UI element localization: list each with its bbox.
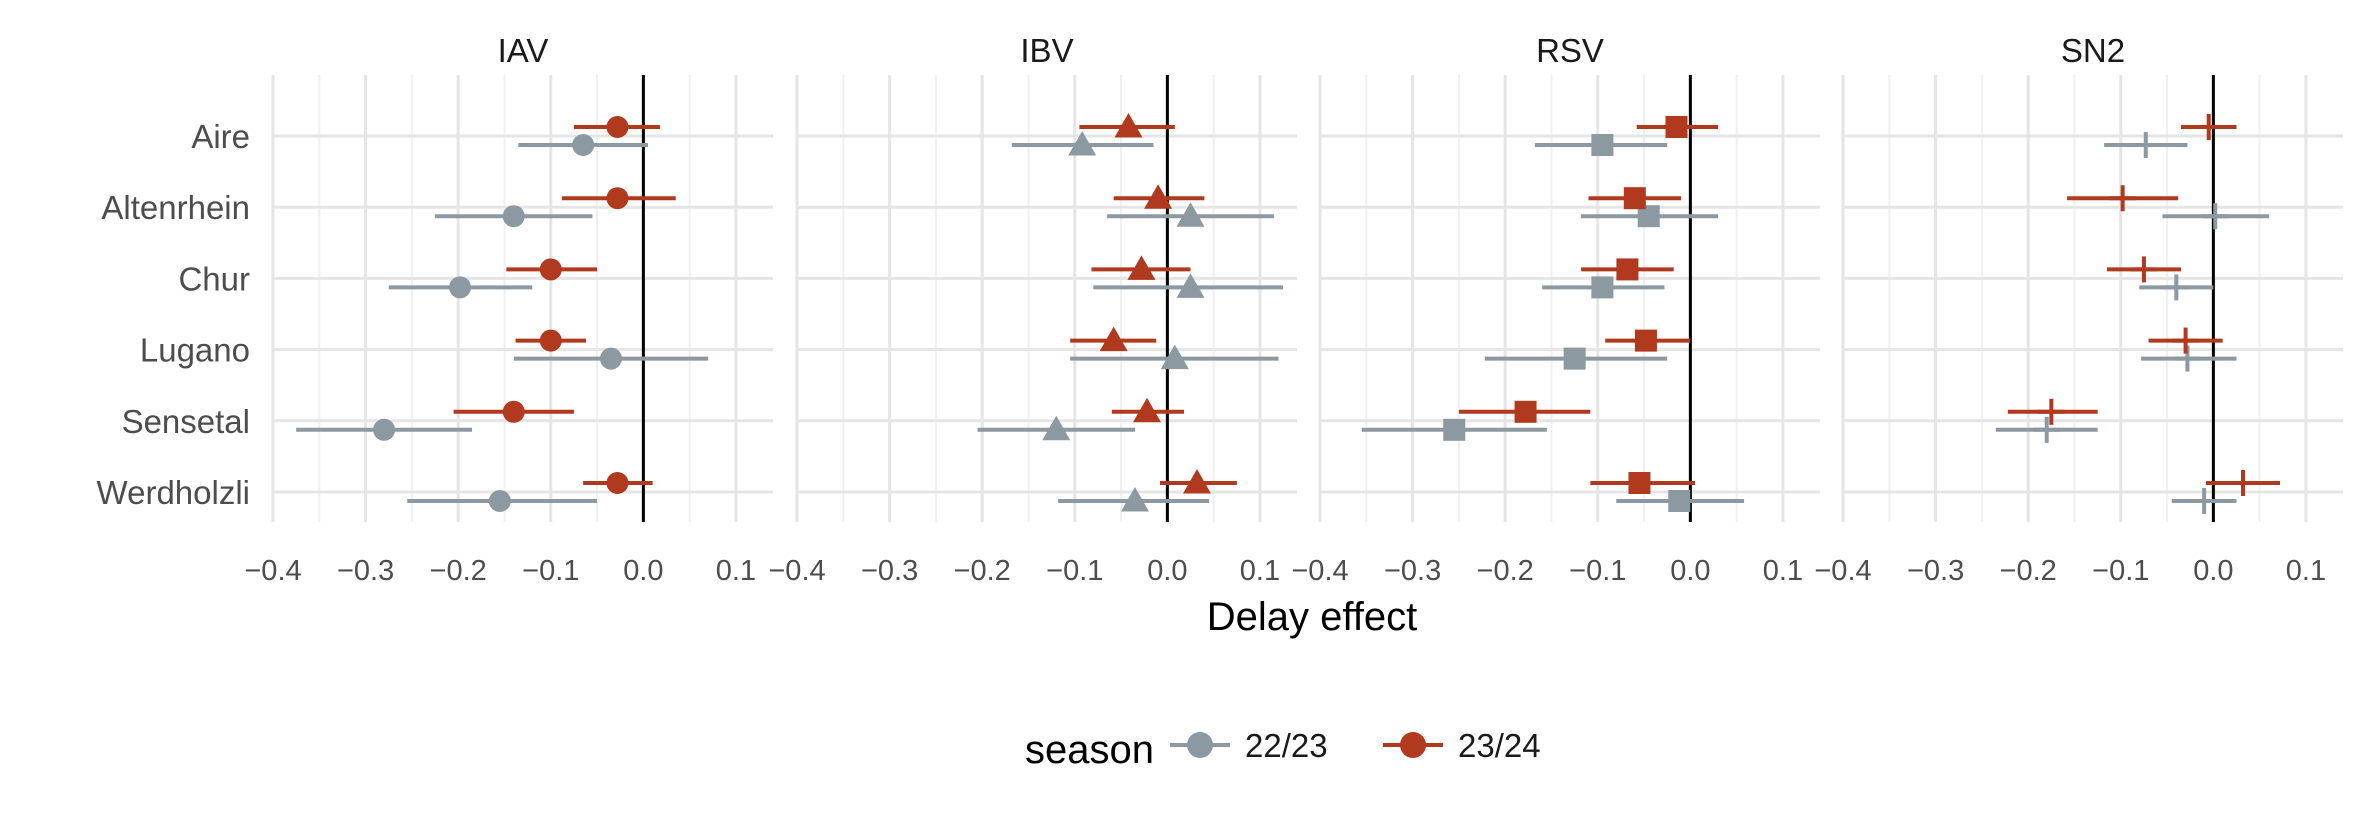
point-ibv-sensetal-22-23 xyxy=(1042,415,1071,441)
point-iav-altenrhein-23-24 xyxy=(606,187,629,210)
point-sn2-aire-23-24 xyxy=(2195,114,2222,140)
point-rsv-lugano-22-23 xyxy=(1563,347,1586,370)
facet-panel-sn2: SN2 −0.4 −0.3 −0.2 −0.1 0.0 0.1 xyxy=(1814,32,2343,587)
x-tick-label: 0.0 xyxy=(1670,555,1710,587)
point-sn2-altenrhein-23-24 xyxy=(2109,185,2136,212)
point-ibv-werdholzli-23-24 xyxy=(1183,469,1211,494)
point-iav-werdholzli-23-24 xyxy=(606,472,629,494)
x-tick-label: −0.1 xyxy=(522,555,579,587)
point-rsv-aire-22-23 xyxy=(1591,134,1614,156)
x-tick-label: −0.3 xyxy=(861,555,918,587)
point-rsv-werdholzli-23-24 xyxy=(1628,472,1651,494)
x-tick-label: 0.0 xyxy=(1147,555,1187,587)
facet-title-iav: IAV xyxy=(498,32,549,69)
facet-panels: IAV −0.4 −0.3 −0.2 −0.1 0.0 0.1 IBV −0.4 −0.3 −0.2… xyxy=(244,32,2343,587)
x-tick-label: 0.0 xyxy=(2193,555,2233,587)
legend-key-point xyxy=(1400,732,1426,758)
point-iav-werdholzli-22-23 xyxy=(488,490,511,512)
row-label-aire: Aire xyxy=(191,118,250,155)
point-rsv-altenrhein-22-23 xyxy=(1637,205,1660,228)
legend-entries: 22/23 23/24 xyxy=(1170,727,1541,764)
point-sn2-lugano-23-24 xyxy=(2172,327,2199,354)
point-rsv-chur-23-24 xyxy=(1616,258,1639,281)
point-sn2-werdholzli-23-24 xyxy=(2230,470,2256,496)
point-ibv-werdholzli-22-23 xyxy=(1120,487,1149,512)
row-label-sensetal: Sensetal xyxy=(122,403,250,440)
x-tick-label: −0.2 xyxy=(430,555,487,587)
x-tick-label: 0.0 xyxy=(623,555,663,587)
row-label-werdholzli: Werdholzli xyxy=(97,474,250,511)
point-sn2-chur-22-23 xyxy=(2163,274,2190,301)
facet-panel-iav: IAV −0.4 −0.3 −0.2 −0.1 0.0 0.1 xyxy=(244,32,773,587)
point-rsv-sensetal-22-23 xyxy=(1443,418,1466,441)
x-tick-label: 0.1 xyxy=(2286,555,2326,587)
point-ibv-lugano-23-24 xyxy=(1099,326,1128,352)
point-rsv-lugano-23-24 xyxy=(1634,329,1657,352)
point-iav-aire-22-23 xyxy=(572,134,595,156)
legend-label: 22/23 xyxy=(1245,727,1328,764)
legend-label: 23/24 xyxy=(1458,727,1541,764)
point-iav-chur-23-24 xyxy=(539,258,562,281)
x-tick-label: −0.4 xyxy=(1814,555,1871,587)
point-iav-aire-23-24 xyxy=(606,116,629,138)
point-ibv-aire-23-24 xyxy=(1114,113,1143,138)
x-tick-label: −0.4 xyxy=(244,555,301,587)
row-labels: Aire Altenrhein Chur Lugano Sensetal Werdholz… xyxy=(97,118,250,511)
point-sn2-werdholzli-22-23 xyxy=(2191,488,2218,514)
point-ibv-altenrhein-23-24 xyxy=(1144,184,1173,209)
point-ibv-chur-23-24 xyxy=(1127,255,1156,280)
row-label-lugano: Lugano xyxy=(140,332,250,369)
x-tick-label: −0.2 xyxy=(954,555,1011,587)
facet-title-rsv: RSV xyxy=(1536,32,1604,69)
x-tick-label: −0.2 xyxy=(2000,555,2057,587)
point-iav-sensetal-23-24 xyxy=(502,400,525,423)
point-iav-lugano-23-24 xyxy=(539,329,562,352)
point-sn2-aire-22-23 xyxy=(2132,132,2159,158)
point-iav-altenrhein-22-23 xyxy=(502,205,525,228)
point-iav-chur-22-23 xyxy=(449,276,472,299)
x-tick-label: −0.3 xyxy=(1907,555,1964,587)
x-tick-label: −0.3 xyxy=(1384,555,1441,587)
point-sn2-altenrhein-22-23 xyxy=(2202,203,2229,230)
legend-title: season xyxy=(1025,728,1154,772)
point-sn2-sensetal-23-24 xyxy=(2038,398,2065,425)
facet-panel-rsv: RSV −0.4 −0.3 −0.2 −0.1 0.0 0.1 xyxy=(1291,32,1820,587)
x-tick-label: −0.3 xyxy=(337,555,394,587)
point-ibv-aire-22-23 xyxy=(1068,131,1097,156)
point-rsv-werdholzli-22-23 xyxy=(1668,490,1691,512)
x-tick-label: −0.4 xyxy=(1291,555,1348,587)
point-rsv-aire-23-24 xyxy=(1665,116,1688,138)
point-iav-sensetal-22-23 xyxy=(373,418,396,441)
x-tick-label: 0.1 xyxy=(716,555,756,587)
x-tick-label: 0.1 xyxy=(1240,555,1280,587)
point-rsv-sensetal-23-24 xyxy=(1514,400,1537,423)
point-ibv-altenrhein-22-23 xyxy=(1176,202,1205,227)
legend: season 22/23 23/24 xyxy=(1025,727,1541,772)
point-iav-lugano-22-23 xyxy=(599,347,622,370)
point-ibv-lugano-22-23 xyxy=(1160,344,1189,370)
x-tick-label: −0.4 xyxy=(768,555,825,587)
point-rsv-chur-22-23 xyxy=(1591,276,1614,299)
row-label-chur: Chur xyxy=(178,260,250,297)
point-ibv-sensetal-23-24 xyxy=(1133,397,1161,423)
facet-title-sn2: SN2 xyxy=(2061,32,2125,69)
point-ibv-chur-22-23 xyxy=(1176,273,1205,298)
row-label-altenrhein: Altenrhein xyxy=(101,189,250,226)
point-rsv-altenrhein-23-24 xyxy=(1623,187,1646,210)
point-sn2-chur-23-24 xyxy=(2130,256,2157,283)
x-tick-label: −0.1 xyxy=(2092,555,2149,587)
x-tick-label: −0.1 xyxy=(1046,555,1103,587)
facet-panel-ibv: IBV −0.4 −0.3 −0.2 −0.1 0.0 0.1 xyxy=(768,32,1297,587)
x-tick-label: −0.2 xyxy=(1477,555,1534,587)
x-tick-label: 0.1 xyxy=(1763,555,1803,587)
point-sn2-sensetal-22-23 xyxy=(2033,416,2060,443)
x-axis-title: Delay effect xyxy=(1207,595,1418,639)
legend-key-point xyxy=(1187,732,1213,758)
facet-title-ibv: IBV xyxy=(1020,32,1073,69)
x-tick-label: −0.1 xyxy=(1569,555,1626,587)
